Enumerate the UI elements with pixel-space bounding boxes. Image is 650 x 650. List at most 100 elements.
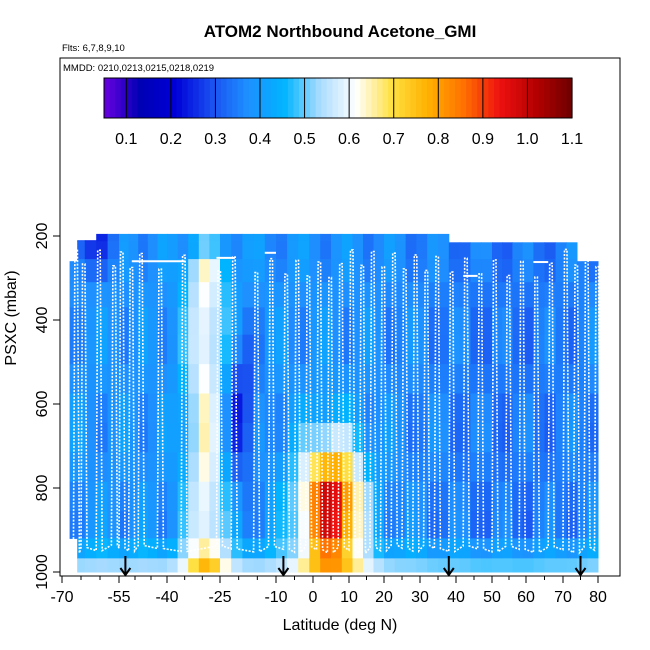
curtain-cell <box>522 393 534 424</box>
curtain-cell <box>96 364 109 394</box>
curtain-cell <box>522 334 534 365</box>
curtain-cell <box>352 481 364 512</box>
curtain-cell <box>276 364 288 394</box>
curtain-cell <box>320 282 332 308</box>
curtain-cell <box>331 422 343 453</box>
curtain-cell <box>287 259 299 283</box>
curtain-cell <box>167 481 179 512</box>
curtain-cell <box>448 481 461 512</box>
curtain-cell <box>352 307 364 336</box>
curtain-cell <box>394 307 407 336</box>
curtain-cell <box>522 452 534 483</box>
curtain-cell <box>427 511 439 539</box>
curtain-cell <box>242 259 255 283</box>
profile-arrow <box>277 556 290 577</box>
curtain-cell <box>287 452 299 483</box>
curtain-cell <box>298 282 310 308</box>
curtain-cell <box>481 558 493 573</box>
curtain-cell <box>84 422 97 453</box>
curtain-cell <box>416 282 428 308</box>
curtain-cell <box>384 282 396 308</box>
colorbar-segment <box>310 78 317 118</box>
curtain-cell <box>147 393 158 424</box>
curtain-cell <box>341 282 353 308</box>
curtain-cell <box>320 558 332 573</box>
curtain-cell <box>167 334 179 365</box>
curtain-cell <box>341 481 353 512</box>
curtain-cell <box>188 364 200 394</box>
curtain-cell <box>298 422 310 453</box>
curtain-cell <box>427 282 439 308</box>
curtain-cell <box>147 422 158 453</box>
curtain-cell <box>470 452 482 483</box>
curtain-cell <box>405 558 417 573</box>
curtain-cell <box>555 334 567 365</box>
curtain-cell <box>177 422 189 453</box>
colorbar-segment <box>382 78 389 118</box>
curtain-cell <box>459 282 471 308</box>
profile-arrow <box>574 556 587 577</box>
curtain-cell <box>481 538 493 559</box>
curtain-cell <box>533 242 545 260</box>
curtain-cell <box>331 282 343 308</box>
curtain-cell <box>287 241 299 260</box>
curtain-cell <box>566 481 578 512</box>
curtain-cell <box>96 393 109 424</box>
curtain-cell <box>502 558 513 573</box>
curtain-cell <box>416 393 428 424</box>
curtain-cell <box>522 538 534 559</box>
curtain-cell <box>427 538 439 559</box>
curtain-cell <box>107 241 120 260</box>
curtain-cell <box>147 558 158 573</box>
curtain-cell <box>448 259 461 283</box>
curtain-cell <box>188 452 200 483</box>
curtain-cell <box>231 364 243 394</box>
curtain-cell <box>405 452 417 483</box>
curtain-cell <box>470 282 482 308</box>
curtain-cell <box>84 393 97 424</box>
curtain-cell <box>405 422 417 453</box>
curtain-cell <box>373 452 385 483</box>
curtain-cell <box>242 233 255 242</box>
curtain-cell <box>352 364 364 394</box>
curtain-cell <box>84 307 97 336</box>
curtain-cell <box>128 307 139 336</box>
colorbar-segment <box>232 78 239 118</box>
curtain-cell <box>512 511 524 539</box>
curtain-cell <box>138 334 149 365</box>
curtain-cell <box>276 511 288 539</box>
curtain-cell <box>405 259 417 283</box>
curtain-cell <box>167 538 179 559</box>
curtain-cell <box>438 558 450 573</box>
x-tick-label: 30 <box>411 589 429 606</box>
curtain-cell <box>459 481 471 512</box>
curtain-cell <box>427 307 439 336</box>
curtain-cell <box>220 393 232 424</box>
curtain-cell <box>577 364 588 394</box>
curtain-cell <box>405 307 417 336</box>
curtain-cell <box>427 334 439 365</box>
curtain-cell <box>128 241 139 260</box>
curtain-cell <box>587 307 599 336</box>
curtain-cell <box>96 481 109 512</box>
curtain-cell <box>242 511 255 539</box>
colorbar-segment <box>555 78 562 118</box>
curtain-cell <box>533 511 545 539</box>
curtain-cell <box>438 481 450 512</box>
curtain-cell <box>298 393 310 424</box>
curtain-cell <box>384 307 396 336</box>
flights-label: Flts: 6,7,8,9,10 <box>62 43 125 54</box>
curtain-cell <box>107 452 120 483</box>
colorbar-segment <box>343 78 350 118</box>
curtain-cell <box>69 282 78 308</box>
curtain-cell <box>138 233 149 242</box>
curtain-cell <box>416 452 428 483</box>
colorbar-segment <box>354 78 361 118</box>
curtain-cell <box>502 393 513 424</box>
curtain-cell <box>264 481 277 512</box>
curtain-cell <box>69 364 78 394</box>
curtain-cell <box>459 242 471 260</box>
curtain-cell <box>264 452 277 483</box>
curtain-cell <box>177 511 189 539</box>
